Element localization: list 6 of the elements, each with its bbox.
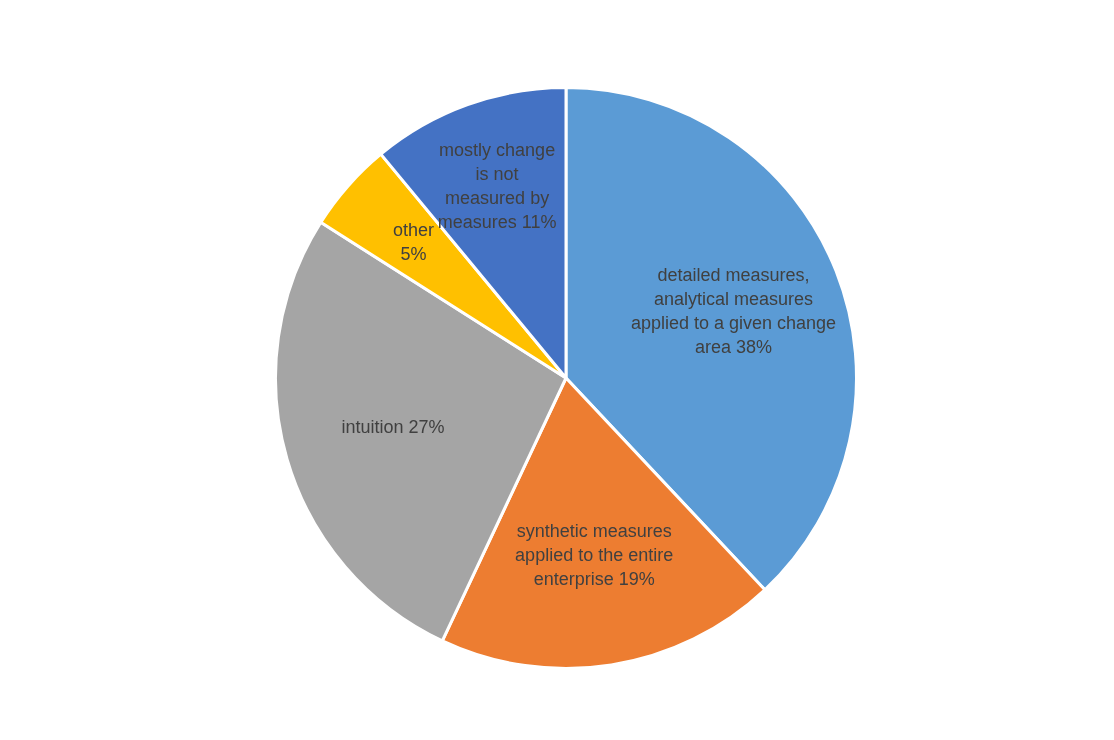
slice-label: detailed measures, analytical measures applied to a given change area 38% — [630, 264, 837, 357]
slice-label: intuition 27% — [341, 417, 445, 438]
slice-label: mostly change is not measured by measures 11% — [437, 139, 557, 232]
data-label: 5% — [400, 244, 427, 265]
slice-label: other — [392, 220, 434, 241]
slice-label: synthetic measures applied to the entire enterprise 19% — [515, 520, 674, 589]
